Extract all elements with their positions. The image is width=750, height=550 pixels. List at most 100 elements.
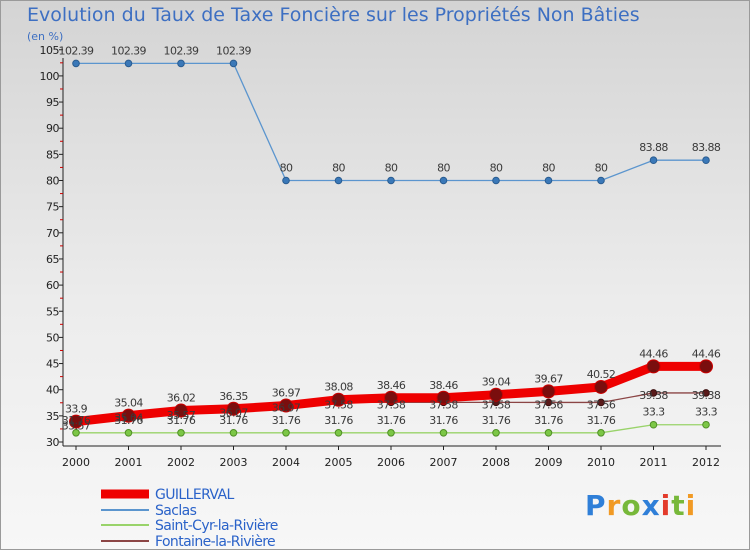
- y-tick-label: 35: [46, 410, 59, 423]
- y-tick-label: 65: [46, 253, 59, 266]
- data-label: 83.88: [639, 141, 668, 154]
- data-label: 40.52: [587, 368, 616, 381]
- data-point: [72, 59, 80, 68]
- data-point: [597, 176, 605, 185]
- data-label: 35.57: [167, 409, 196, 422]
- logo-letter: i: [685, 489, 697, 522]
- data-label: 38.08: [324, 381, 353, 394]
- data-label: 31.76: [62, 414, 91, 427]
- data-point: [702, 389, 710, 397]
- data-point: [544, 428, 553, 437]
- data-label: 39.38: [639, 389, 668, 402]
- data-label: 102.39: [59, 44, 94, 57]
- data-point: [649, 389, 658, 397]
- data-label: 36.97: [272, 402, 301, 415]
- data-point: [174, 403, 188, 418]
- y-tick-label: 80: [46, 175, 59, 188]
- legend-label: Saclas: [155, 503, 197, 519]
- x-tick-label: 2008: [482, 456, 510, 469]
- data-point: [177, 59, 185, 68]
- y-tick-label: 50: [46, 331, 59, 344]
- data-point: [124, 59, 133, 68]
- logo-letter: r: [606, 489, 622, 522]
- data-label: 31.76: [429, 414, 458, 427]
- logo-letter: i: [660, 489, 672, 522]
- data-point: [229, 428, 238, 437]
- data-label: 36.07: [219, 406, 248, 419]
- data-label: 31.76: [534, 414, 563, 427]
- legend-label: GUILLERVAL: [155, 487, 234, 503]
- data-point: [699, 359, 713, 374]
- chart-subtitle: (en %): [27, 30, 64, 43]
- y-tick-label: 75: [46, 201, 59, 214]
- data-point: [439, 176, 448, 185]
- y-tick-label: 70: [46, 227, 59, 240]
- data-label: 33.3: [695, 406, 718, 419]
- data-label: 31.76: [167, 414, 196, 427]
- y-tick-label: 100: [40, 70, 60, 83]
- data-label: 37.58: [429, 398, 458, 411]
- data-label: 31.76: [377, 414, 406, 427]
- data-label: 33.9: [65, 403, 88, 416]
- x-tick-label: 2009: [535, 456, 563, 469]
- data-label: 33.3: [642, 406, 665, 419]
- data-label: 33.57: [62, 419, 91, 432]
- x-tick-label: 2007: [430, 456, 458, 469]
- data-point: [597, 398, 605, 407]
- x-tick-label: 2002: [167, 456, 195, 469]
- data-point: [121, 408, 136, 423]
- data-point: [594, 379, 608, 394]
- x-tick-label: 2000: [62, 456, 90, 469]
- y-tick-label: 45: [46, 358, 59, 371]
- data-point: [177, 428, 185, 437]
- chart-title: Evolution du Taux de Taxe Foncière sur l…: [27, 4, 640, 26]
- logo-letter: x: [641, 489, 661, 522]
- data-label: 80: [437, 162, 450, 175]
- data-point: [544, 176, 553, 185]
- data-point: [436, 390, 451, 405]
- data-point: [331, 392, 346, 407]
- data-label: 31.76: [324, 414, 353, 427]
- x-tick-label: 2003: [220, 456, 248, 469]
- legend-label: Saint-Cyr-la-Rivière: [155, 518, 278, 534]
- data-label: 39.67: [534, 372, 563, 385]
- data-point: [597, 428, 605, 437]
- y-tick-label: 60: [46, 279, 59, 292]
- y-tick-label: 55: [46, 305, 59, 318]
- legend-label: Fontaine-la-Rivière: [155, 534, 275, 549]
- data-point: [387, 428, 395, 437]
- data-label: 38.46: [429, 379, 458, 392]
- data-point: [387, 176, 395, 185]
- data-label: 31.76: [272, 414, 301, 427]
- data-label: 102.39: [164, 44, 199, 57]
- y-tick-label: 95: [46, 96, 59, 109]
- data-point: [226, 401, 241, 416]
- data-label: 31.76: [219, 414, 248, 427]
- y-tick-label: 90: [46, 122, 59, 135]
- logo-letter: o: [621, 489, 642, 522]
- data-label: 36.97: [272, 387, 301, 400]
- data-point: [279, 398, 293, 413]
- data-label: 37.56: [534, 398, 563, 411]
- data-point: [492, 176, 500, 185]
- data-point: [334, 428, 343, 437]
- data-label: 31.76: [114, 414, 143, 427]
- data-label: 102.39: [111, 44, 146, 57]
- data-point: [489, 387, 503, 402]
- logo-letter: t: [671, 489, 686, 522]
- data-label: 44.46: [639, 347, 668, 360]
- data-label: 39.38: [692, 389, 721, 402]
- data-label: 36.02: [167, 392, 196, 405]
- data-point: [384, 390, 398, 405]
- data-point: [439, 428, 448, 437]
- data-label: 31.76: [482, 414, 511, 427]
- x-tick-label: 2010: [587, 456, 615, 469]
- data-point: [72, 428, 80, 437]
- x-tick-label: 2005: [325, 456, 353, 469]
- data-point: [69, 414, 83, 429]
- x-tick-label: 2012: [692, 456, 720, 469]
- data-point: [544, 398, 553, 407]
- data-label: 38.46: [377, 379, 406, 392]
